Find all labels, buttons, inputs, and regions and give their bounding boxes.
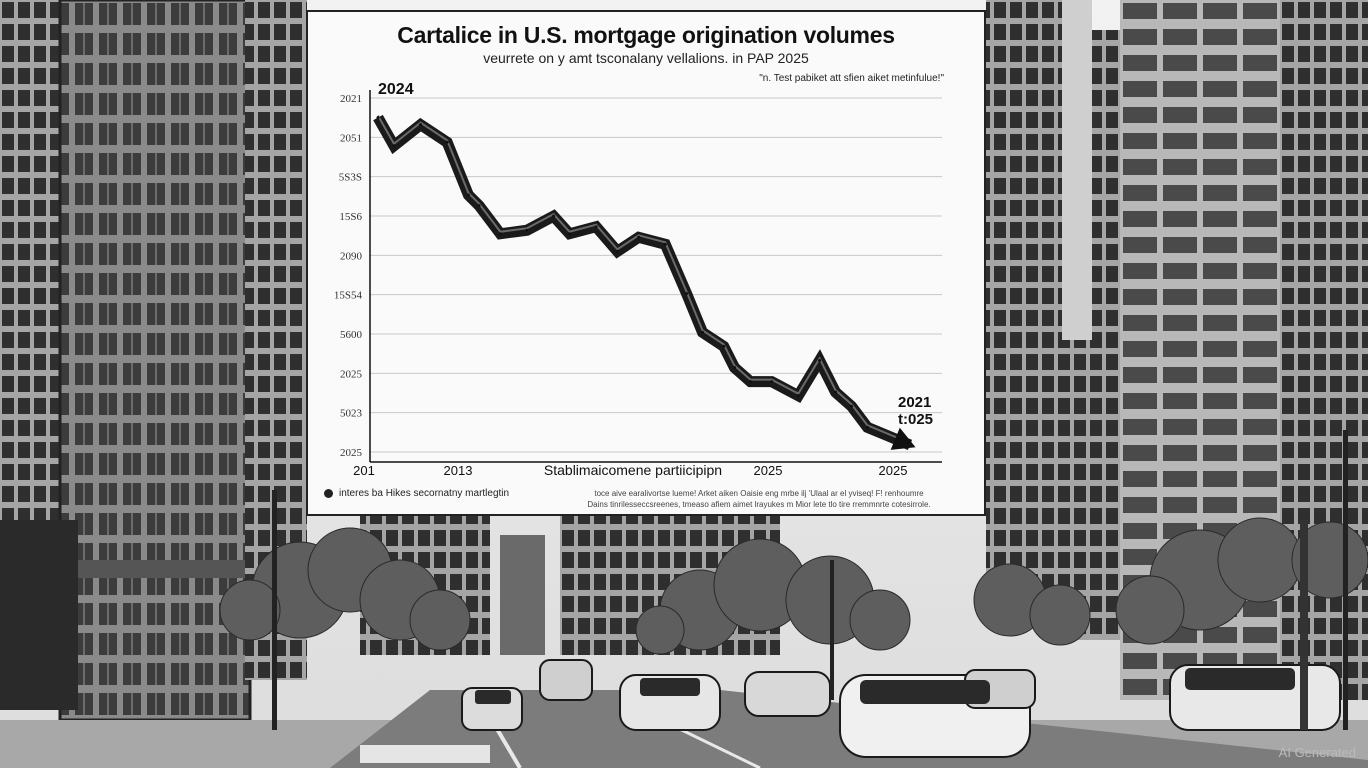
- data-point: [818, 358, 822, 362]
- data-point: [663, 242, 667, 246]
- data-point: [477, 204, 481, 208]
- data-point: [849, 404, 853, 408]
- x-tick-label: 2025: [879, 463, 908, 478]
- chart-legend: interes ba Hikes secornatny martlegtin: [324, 488, 509, 499]
- data-point: [392, 144, 396, 148]
- y-tick-label: 15S6: [339, 211, 362, 223]
- y-tick-label: 5023: [340, 408, 363, 420]
- y-tick-label: 2025: [340, 447, 363, 459]
- data-point: [525, 228, 529, 232]
- data-point: [834, 390, 838, 394]
- x-tick-label: 2013: [444, 463, 473, 478]
- y-tick-label: 2090: [340, 250, 363, 262]
- data-point: [615, 249, 619, 253]
- end-label-year: 2021: [898, 394, 931, 411]
- data-point: [637, 235, 641, 239]
- line-chart: 2021 2051 5S3S 15S6 2090 15S54 5600 2025 5023 202…: [334, 81, 942, 478]
- series-line: [373, 114, 913, 451]
- x-tick-label: 201: [353, 463, 375, 478]
- data-point: [748, 380, 752, 384]
- x-tick-label: 2025: [754, 463, 783, 478]
- chart-footnote: toce aive earalivortse lueme! Arket aike…: [544, 488, 974, 510]
- start-label: 2024: [378, 81, 414, 98]
- y-tick-label: 5600: [340, 329, 363, 341]
- watermark: AI Generated: [1278, 745, 1356, 760]
- data-point: [466, 193, 470, 197]
- legend-marker: [324, 489, 333, 498]
- data-point: [568, 232, 572, 236]
- data-point: [732, 366, 736, 370]
- footnote-line-2: Dains tinrilesseccsreenes, tmeaso afiem …: [587, 500, 931, 509]
- end-label-sub: t:025: [898, 411, 933, 428]
- data-point: [498, 232, 502, 236]
- gridlines: [370, 97, 942, 453]
- data-point: [685, 292, 689, 296]
- chart-billboard: Cartalice in U.S. mortgage origination v…: [306, 10, 986, 516]
- data-point: [376, 116, 380, 120]
- arrow-head: [890, 427, 916, 450]
- x-axis-label: Stablimaicomene partiicipipn: [544, 462, 722, 478]
- series-line-group: [373, 114, 916, 451]
- data-point: [722, 344, 726, 348]
- x-tick-labels: 201 2013 2025 2025: [353, 463, 907, 478]
- data-point: [552, 214, 556, 218]
- series-line-highlight: [377, 115, 911, 444]
- data-point: [445, 140, 449, 144]
- chart-subtitle: veurrete on y amt tsconalany vellalions.…: [483, 50, 809, 66]
- y-tick-label: 2021: [340, 93, 362, 105]
- data-point: [419, 123, 423, 127]
- footnote-line-1: toce aive earalivortse lueme! Arket aike…: [594, 489, 924, 498]
- data-point: [796, 394, 800, 398]
- y-tick-labels: 2021 2051 5S3S 15S6 2090 15S54 5600 2025 5023 202…: [334, 93, 363, 459]
- chart-annotation: "n. Test pabiket att sfien aiket metinfu…: [759, 73, 944, 84]
- y-tick-label: 2025: [340, 368, 363, 380]
- legend-text: interes ba Hikes secornatny martlegtin: [339, 488, 510, 499]
- data-point: [701, 330, 705, 334]
- data-point: [865, 425, 869, 429]
- data-point: [594, 225, 598, 229]
- y-tick-label: 15S54: [334, 290, 363, 302]
- chart-title: Cartalice in U.S. mortgage origination v…: [397, 22, 895, 48]
- data-point: [770, 380, 774, 384]
- y-tick-label: 5S3S: [339, 172, 362, 184]
- y-tick-label: 2051: [340, 132, 362, 144]
